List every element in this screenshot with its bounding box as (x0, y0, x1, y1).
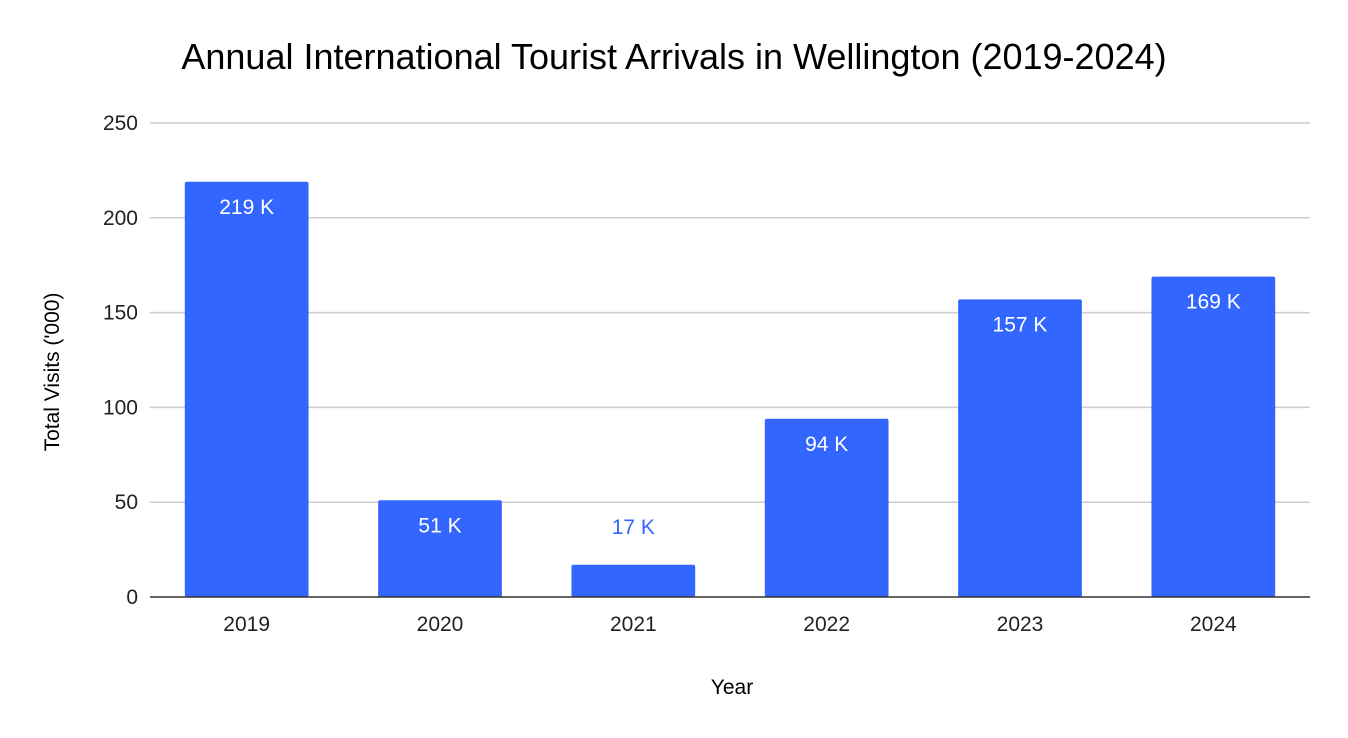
x-tick-label: 2019 (223, 613, 270, 636)
gridlines (150, 122, 1310, 503)
y-tick-label: 150 (103, 302, 138, 325)
x-tick-label: 2024 (1190, 613, 1237, 636)
bar-2021 (571, 564, 696, 597)
bar-2022 (764, 418, 889, 597)
data-label: 219 K (219, 196, 274, 219)
y-tick-label: 50 (115, 491, 138, 514)
x-axis-title: Year (711, 676, 753, 699)
data-label: 17 K (612, 516, 655, 539)
x-tick-label: 2023 (997, 613, 1044, 636)
data-label: 94 K (805, 433, 848, 456)
y-tick-label: 0 (126, 586, 138, 609)
y-tick-label: 250 (103, 112, 138, 135)
bar-2019 (184, 181, 309, 597)
data-label: 157 K (993, 313, 1048, 336)
bar-2020 (378, 500, 502, 597)
data-label: 51 K (418, 514, 461, 537)
y-tick-label: 200 (103, 207, 138, 230)
y-tick-label: 100 (103, 396, 138, 419)
data-label: 169 K (1186, 291, 1241, 314)
bars: 219 K 51 K 17 K 94 K 157 K 169 K (184, 181, 1276, 597)
bar-2023 (958, 299, 1082, 597)
bar-2024 (1151, 276, 1276, 597)
x-tick-label: 2020 (417, 613, 464, 636)
x-tick-label: 2021 (610, 613, 657, 636)
axes: 0 50 100 150 200 250 2019 2020 2021 2022 2023 2024 (103, 112, 1310, 636)
y-axis-title: Total Visits ('000) (41, 293, 64, 452)
x-tick-label: 2022 (803, 613, 850, 636)
chart-title: Annual International Tourist Arrivals in… (181, 36, 1167, 77)
